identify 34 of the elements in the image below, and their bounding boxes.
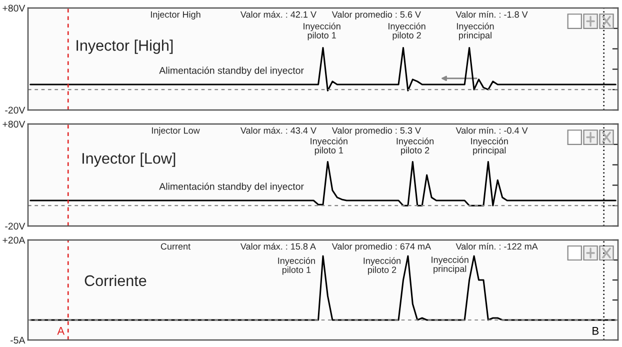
annotation: Alimentación standby del inyector: [159, 66, 304, 76]
annotation: Valor mín. : -122 mA: [456, 242, 538, 250]
annotation: B: [592, 327, 599, 335]
annotation: Valor mín. : -1.8 V: [456, 10, 528, 18]
chart-title: Current: [160, 243, 190, 250]
annotation: Alimentación standby del inyector: [159, 182, 304, 192]
annotation: Inyección principal: [471, 138, 508, 156]
y-tick-label: -20V: [5, 106, 26, 114]
annotation: Valor mín. : -0.4 V: [456, 126, 528, 134]
annotation: Valor máx. : 42.1 V: [240, 10, 316, 18]
annotation: Inyección piloto 2: [396, 138, 434, 156]
annotation: Inyección principal: [432, 256, 468, 274]
annotation: Valor promedio : 674 mA: [332, 243, 432, 252]
annotation: Valor máx. : 43.4 V: [240, 126, 316, 134]
chart-title: Injector High: [150, 11, 200, 20]
y-tick-label: -20V: [5, 222, 26, 230]
annotation: Inyección piloto 2: [364, 257, 400, 275]
annotation: Valor máx. : 15.8 A: [240, 242, 316, 250]
annotation: Inyección piloto 1: [310, 138, 348, 156]
annotation: Inyector [Low]: [82, 152, 176, 167]
y-tick-label: +80V: [2, 120, 26, 128]
annotation: Valor promedio : 5.6 V: [332, 11, 421, 20]
annotation: Inyección piloto 1: [304, 22, 340, 40]
y-tick-label: +20A: [2, 236, 26, 244]
y-tick-label: -5A: [10, 336, 26, 344]
annotation: Inyector [High]: [76, 40, 173, 54]
annotation: Valor promedio : 5.3 V: [332, 127, 421, 136]
annotation: Corriente: [84, 274, 146, 286]
y-tick-label: +80V: [2, 4, 26, 12]
chart-title: Injector Low: [152, 127, 200, 136]
annotation: Inyección principal: [456, 22, 494, 40]
annotation: Inyección piloto 2: [388, 22, 426, 40]
annotation: A: [57, 327, 65, 335]
annotation: Inyección piloto 1: [278, 257, 315, 275]
